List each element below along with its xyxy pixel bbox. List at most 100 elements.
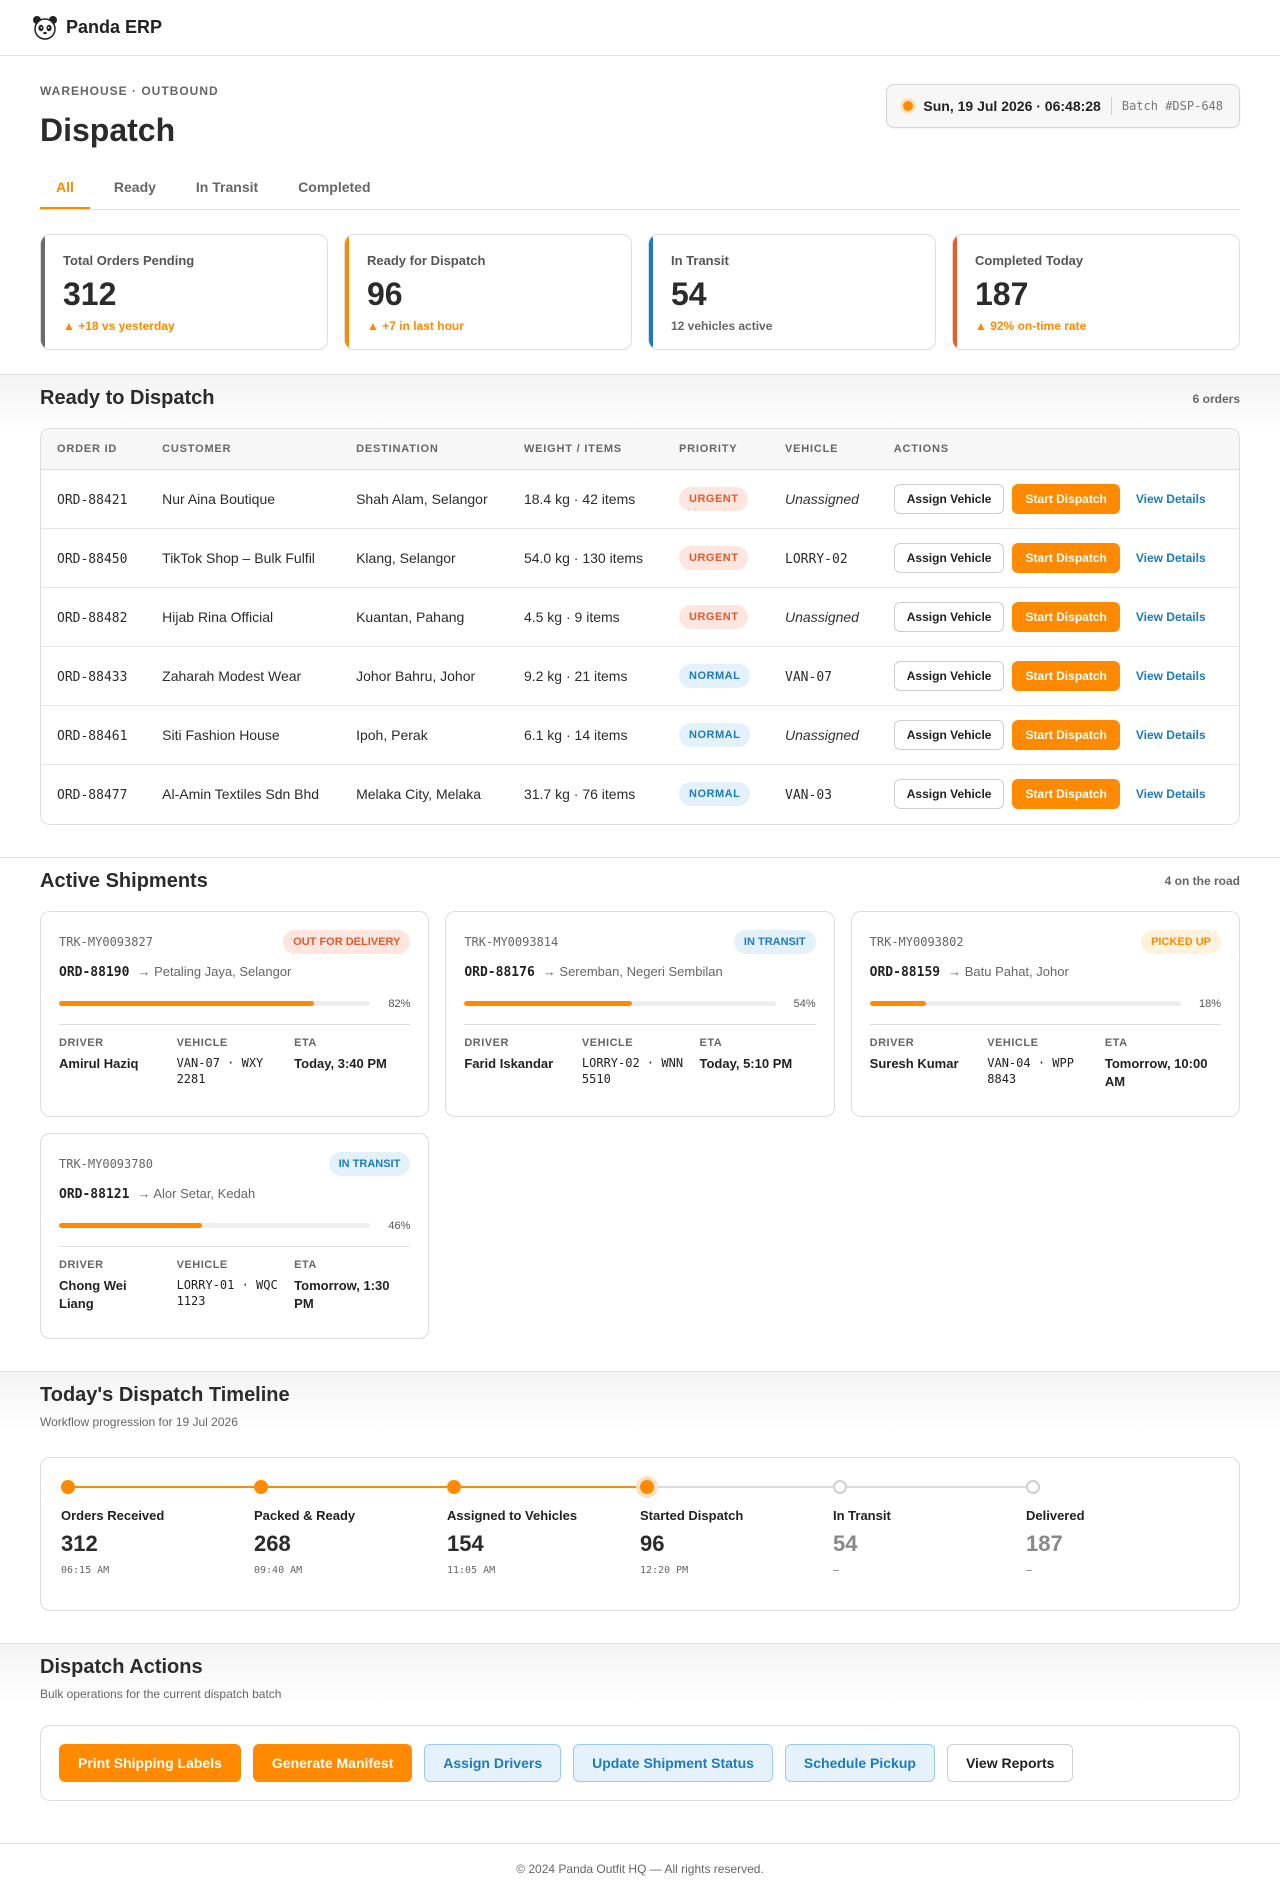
stat-trend: ▲ +18 vs yesterday (63, 319, 175, 333)
progress-fill (869, 1001, 926, 1006)
view-reports-button[interactable]: View Reports (946, 1743, 1074, 1782)
step-label: Started Dispatch (640, 1507, 744, 1523)
step-label: Delivered (1026, 1507, 1085, 1523)
assign-vehicle-button[interactable]: Assign Vehicle (893, 484, 1005, 514)
step-time: 12:20 PM (640, 1564, 689, 1576)
tab-ready[interactable]: Ready (113, 179, 156, 195)
shipment-card[interactable]: TRK-MY0093814 IN TRANSIT ORD-88176 → Seremb… (445, 910, 835, 1117)
shipment-route: ORD-88159 → Batu Pahat, Johor (870, 964, 1221, 980)
eta-value: Today, 5:10 PM (699, 1055, 793, 1071)
row-actions: Assign Vehicle Start Dispatch View Details (893, 720, 1223, 750)
timeline-step: Packed & Ready 268 09:40 AM (254, 1479, 447, 1576)
tab-completed[interactable]: Completed (298, 179, 371, 195)
column-header: VEHICLE (769, 429, 878, 470)
cell: Zaharah Modest Wear (146, 646, 341, 706)
view-details-link[interactable]: View Details (1128, 602, 1214, 632)
start-dispatch-button[interactable]: Start Dispatch (1012, 484, 1120, 514)
assign-vehicle-button[interactable]: Assign Vehicle (893, 779, 1005, 810)
assign-vehicle-button[interactable]: Assign Vehicle (893, 543, 1005, 573)
print-shipping-labels-button[interactable]: Print Shipping Labels (59, 1743, 241, 1782)
vehicle: Unassigned (785, 491, 859, 507)
row-actions: Assign Vehicle Start Dispatch View Details (893, 661, 1223, 691)
status-badge: OUT FOR DELIVERY (283, 929, 411, 954)
stat-trend: ▲ 92% on-time rate (975, 319, 1087, 333)
progress-fill (464, 1001, 633, 1006)
vehicle: Unassigned (785, 609, 859, 625)
cell: NORMAL (663, 765, 769, 824)
brand-name[interactable]: Panda ERP (66, 17, 163, 37)
priority-badge: NORMAL (679, 782, 751, 807)
view-details-link[interactable]: View Details (1128, 779, 1214, 809)
progress-fill (59, 1001, 315, 1006)
cell: Klang, Selangor (340, 528, 508, 588)
assign-drivers-button[interactable]: Assign Drivers (424, 1743, 562, 1782)
destination: Shah Alam, Selangor (356, 491, 488, 507)
vehicle-label: VEHICLE (987, 1036, 1039, 1049)
tab-in-transit[interactable]: In Transit (195, 179, 259, 195)
cell: Nur Aina Boutique (146, 469, 341, 529)
cell: ORD-88421 (41, 469, 147, 529)
assign-vehicle-button[interactable]: Assign Vehicle (893, 602, 1005, 632)
table-row: ORD-88461 Siti Fashion House Ipoh, Perak 6.… (41, 705, 1239, 765)
tab-all[interactable]: All (40, 179, 90, 209)
column-header: DESTINATION (340, 429, 508, 470)
update-shipment-status-button[interactable]: Update Shipment Status (573, 1743, 773, 1782)
order-id: ORD-88482 (57, 610, 128, 626)
destination: Klang, Selangor (356, 550, 456, 566)
view-details-link[interactable]: View Details (1128, 543, 1214, 573)
shipment-card[interactable]: TRK-MY0093780 IN TRANSIT ORD-88121 → Alor S… (40, 1132, 430, 1339)
step-time: 09:40 AM (254, 1564, 303, 1576)
driver-value: Suresh Kumar (869, 1055, 959, 1071)
view-details-link[interactable]: View Details (1128, 720, 1214, 750)
shipment-card[interactable]: TRK-MY0093827 OUT FOR DELIVERY ORD-88190 → … (40, 910, 430, 1117)
schedule-pickup-button[interactable]: Schedule Pickup (784, 1743, 935, 1782)
step-time: — (1026, 1564, 1033, 1576)
destination: Kuantan, Pahang (356, 609, 465, 625)
status-badge: PICKED UP (1141, 929, 1221, 954)
clock-widget: Sun, 19 Jul 2026 · 06:48:28 Batch #DSP-6… (886, 84, 1240, 128)
weight-items: 9.2 kg · 21 items (523, 668, 628, 684)
order-id: ORD-88190 (59, 964, 130, 980)
assign-vehicle-button[interactable]: Assign Vehicle (893, 720, 1005, 750)
progress-bar (59, 1001, 371, 1006)
stat-trend: ▲ +7 in last hour (367, 319, 464, 333)
assign-vehicle-button[interactable]: Assign Vehicle (893, 661, 1005, 691)
start-dispatch-button[interactable]: Start Dispatch (1012, 661, 1120, 691)
shipment-card[interactable]: TRK-MY0093802 PICKED UP ORD-88159 → Batu Pa… (850, 910, 1240, 1117)
progress-percent: 82% (388, 997, 411, 1010)
priority-badge: URGENT (679, 487, 749, 511)
weight-items: 54.0 kg · 130 items (523, 550, 644, 566)
start-dispatch-button[interactable]: Start Dispatch (1012, 779, 1120, 810)
generate-manifest-button[interactable]: Generate Manifest (252, 1743, 413, 1782)
timeline-dot-icon (1026, 1479, 1040, 1494)
cell: ORD-88461 (41, 705, 147, 765)
table-row: ORD-88482 Hijab Rina Official Kuantan, Pah… (41, 587, 1239, 647)
breadcrumb: WAREHOUSE · OUTBOUND (40, 84, 219, 98)
start-dispatch-button[interactable]: Start Dispatch (1012, 602, 1120, 632)
stat-value: 96 (367, 276, 403, 312)
eta-info: ETA Today, 5:10 PM (700, 1037, 816, 1089)
panda-icon[interactable] (32, 15, 58, 41)
order-id: ORD-88421 (57, 492, 128, 508)
shipment-route: ORD-88190 → Petaling Jaya, Selangor (59, 964, 410, 980)
stat-card: Total Orders Pending 312 ▲ +18 vs yesterda… (40, 234, 328, 350)
start-dispatch-button[interactable]: Start Dispatch (1012, 543, 1120, 573)
progress-percent: 46% (388, 1219, 411, 1232)
view-details-link[interactable]: View Details (1128, 661, 1214, 691)
driver-info: DRIVER Amirul Haziq (59, 1037, 165, 1089)
timeline-dot-icon (61, 1479, 75, 1494)
progress-row: 54% (464, 998, 816, 1010)
start-dispatch-button[interactable]: Start Dispatch (1012, 720, 1120, 750)
copyright-text: © 2024 Panda Outfit HQ — All rights rese… (516, 1862, 764, 1876)
timeline-card: Orders Received 312 06:15 AM Packed & Ready… (40, 1456, 1240, 1611)
tracking-number: TRK-MY0093802 (869, 934, 964, 949)
driver-info: DRIVER Chong Wei Liang (59, 1259, 165, 1313)
view-details-link[interactable]: View Details (1128, 484, 1214, 514)
column-header: ORDER ID (41, 429, 147, 470)
order-id: ORD-88433 (57, 669, 128, 685)
shipment-meta: DRIVER Farid Iskandar VEHICLE LORRY-02 · WN… (464, 1037, 815, 1089)
destination: Ipoh, Perak (356, 727, 428, 743)
step-count: 187 (1026, 1530, 1063, 1556)
weight-items: 6.1 kg · 14 items (523, 727, 628, 743)
cell: Hijab Rina Official (146, 587, 341, 647)
